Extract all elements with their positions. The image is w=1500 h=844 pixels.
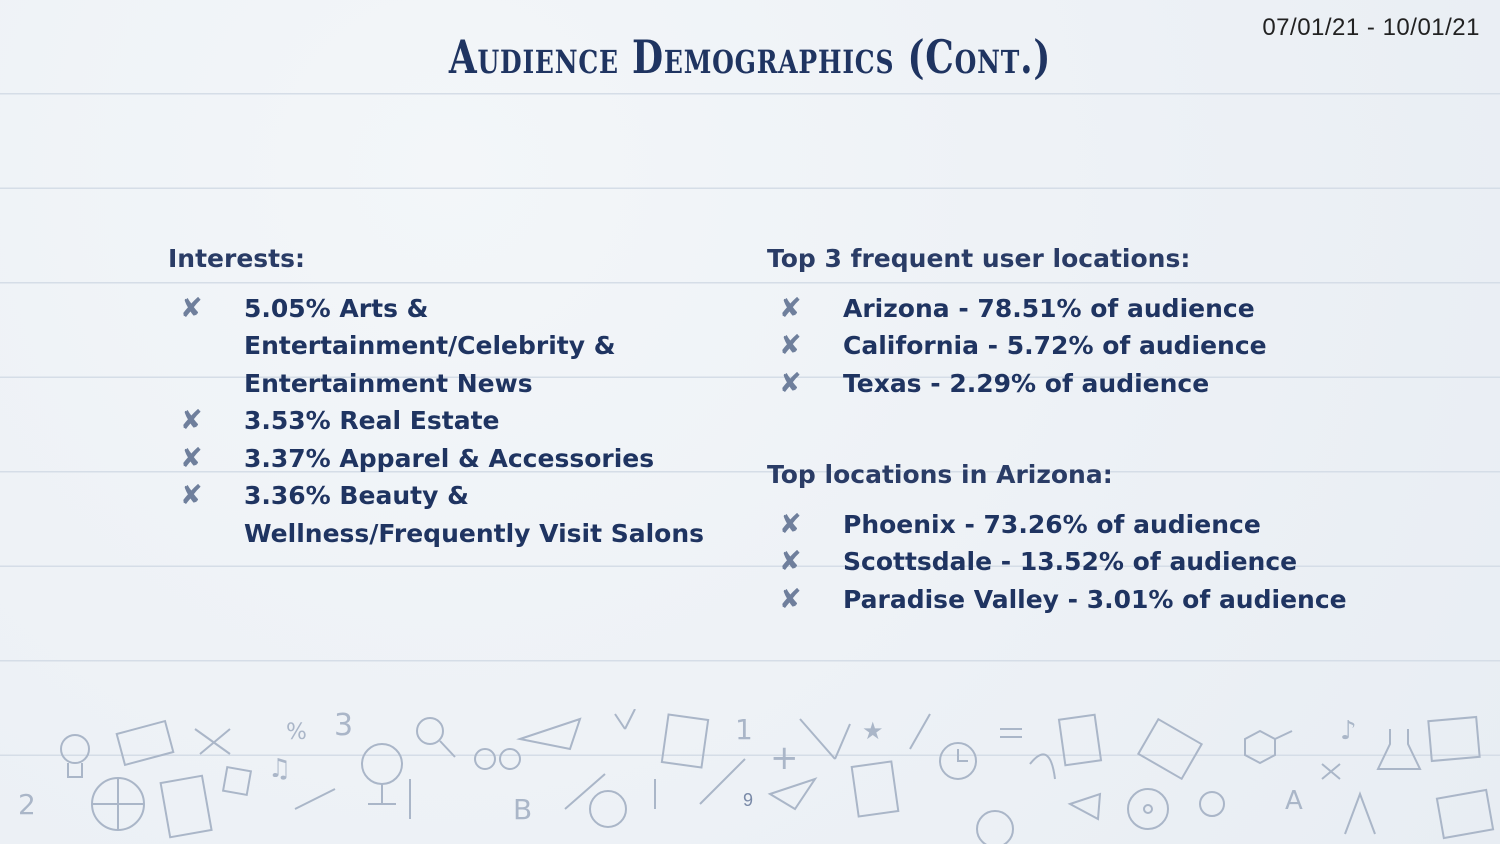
list-item: ✘ 5.05% Arts & Entertainment/Celebrity & … xyxy=(168,290,738,403)
top-locations-list: ✘ Arizona - 78.51% of audience ✘ Californi… xyxy=(767,290,1417,403)
svg-text:+: + xyxy=(770,738,799,778)
svg-text:♫: ♫ xyxy=(268,754,291,784)
svg-text:A: A xyxy=(1285,786,1303,816)
x-mark-icon: ✘ xyxy=(779,583,802,615)
locations-section: Top 3 frequent user locations: ✘ Arizona … xyxy=(767,240,1417,618)
interests-section: Interests: ✘ 5.05% Arts & Entertainment/C… xyxy=(168,240,738,552)
list-item: ✘ 3.53% Real Estate xyxy=(168,402,738,440)
arizona-section: Top locations in Arizona: ✘ Phoenix - 73.… xyxy=(767,456,1417,618)
arizona-heading: Top locations in Arizona: xyxy=(767,460,1113,489)
interests-list: ✘ 5.05% Arts & Entertainment/Celebrity & … xyxy=(168,290,738,553)
slide-title: Audience Demographics (Cont.) xyxy=(448,30,1052,84)
x-mark-icon: ✘ xyxy=(779,546,802,577)
list-item: ✘ Phoenix - 73.26% of audience xyxy=(767,506,1417,544)
top-locations-heading: Top 3 frequent user locations: xyxy=(767,244,1191,273)
interests-heading: Interests: xyxy=(168,244,305,273)
page-number: 9 xyxy=(743,790,754,810)
svg-text:★: ★ xyxy=(862,717,884,745)
x-mark-icon: ✘ xyxy=(779,508,802,540)
list-item: ✘ California - 5.72% of audience xyxy=(767,327,1417,365)
x-mark-icon: ✘ xyxy=(779,292,802,324)
svg-text:%: % xyxy=(286,720,307,745)
list-item: ✘ Arizona - 78.51% of audience xyxy=(767,290,1417,328)
list-item: ✘ Scottsdale - 13.52% of audience xyxy=(767,543,1417,581)
x-mark-icon: ✘ xyxy=(180,480,203,511)
list-item: ✘ 3.37% Apparel & Accessories xyxy=(168,440,738,478)
arizona-list: ✘ Phoenix - 73.26% of audience ✘ Scottsdal… xyxy=(767,506,1417,619)
list-item: ✘ 3.36% Beauty & Wellness/Frequently Visi… xyxy=(168,477,738,552)
x-mark-icon: ✘ xyxy=(180,292,203,324)
school-doodle-border: 2 ♫ % 3 B 1 + ★ A ♪ xyxy=(18,709,1495,844)
x-mark-icon: ✘ xyxy=(180,405,203,436)
svg-text:3: 3 xyxy=(334,709,353,743)
x-mark-icon: ✘ xyxy=(180,442,203,474)
svg-text:♪: ♪ xyxy=(1340,716,1357,746)
date-range: 07/01/21 - 10/01/21 xyxy=(1262,14,1480,41)
x-mark-icon: ✘ xyxy=(779,330,802,361)
svg-text:2: 2 xyxy=(18,788,36,821)
list-item: ✘ Texas - 2.29% of audience xyxy=(767,365,1417,403)
svg-text:B: B xyxy=(513,793,532,826)
x-mark-icon: ✘ xyxy=(779,367,802,399)
svg-text:1: 1 xyxy=(735,713,753,746)
list-item: ✘ Paradise Valley - 3.01% of audience xyxy=(767,581,1417,619)
